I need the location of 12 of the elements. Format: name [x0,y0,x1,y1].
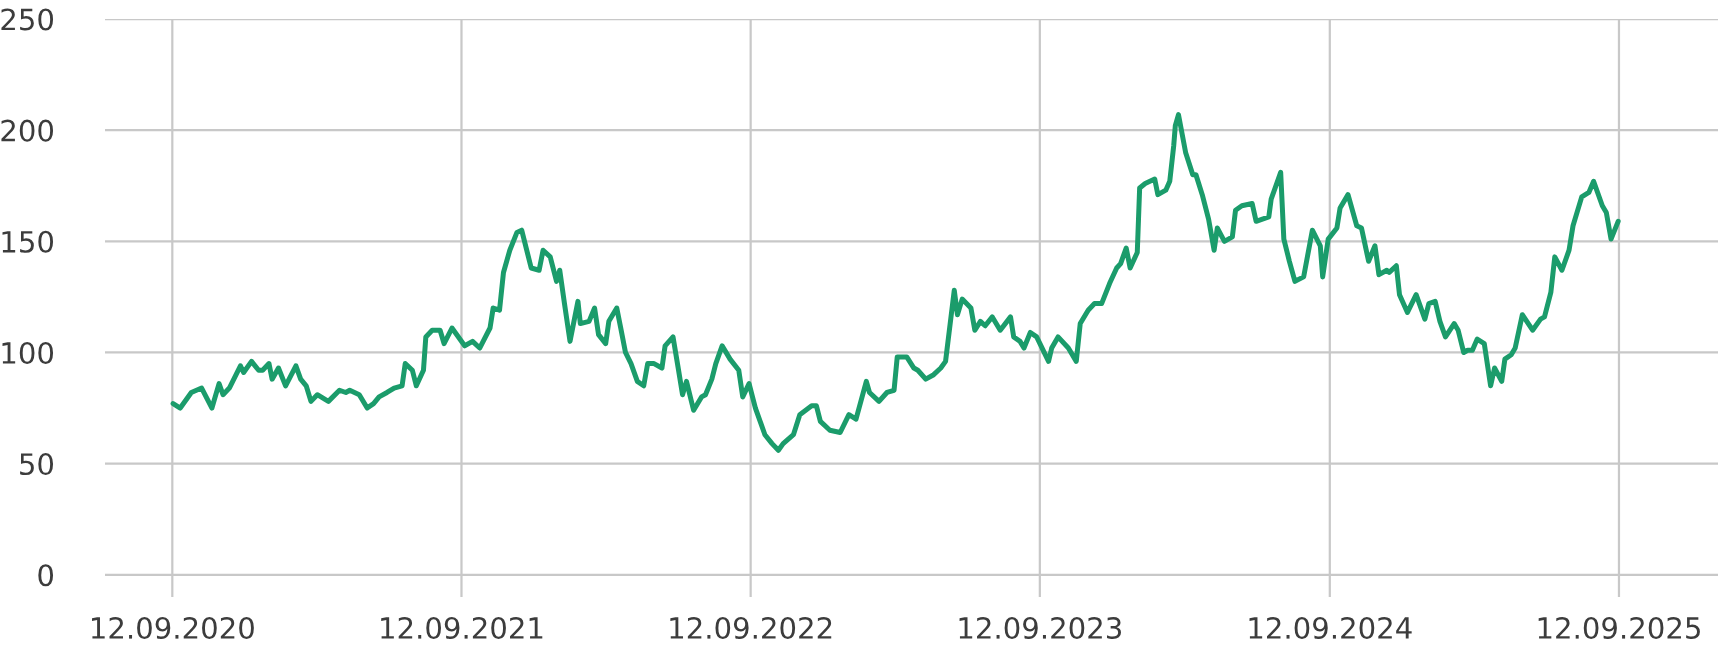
y-tick-label: 250 [1,8,54,31]
y-tick-label: 0 [38,564,54,587]
x-tick-label: 12.09.2020 [92,616,254,640]
y-tick-label: 150 [2,230,54,253]
x-tick-label: 12.09.2022 [670,616,832,640]
y-tick-label: 50 [20,453,54,476]
x-tick-label: 12.09.2025 [1538,616,1700,640]
x-tick-label: 12.09.2023 [959,616,1121,640]
y-tick-label: 200 [1,119,54,142]
x-tick-label: 12.09.2021 [381,616,543,640]
x-tick-label: 12.09.2024 [1249,616,1412,640]
y-tick-label: 100 [2,341,54,364]
